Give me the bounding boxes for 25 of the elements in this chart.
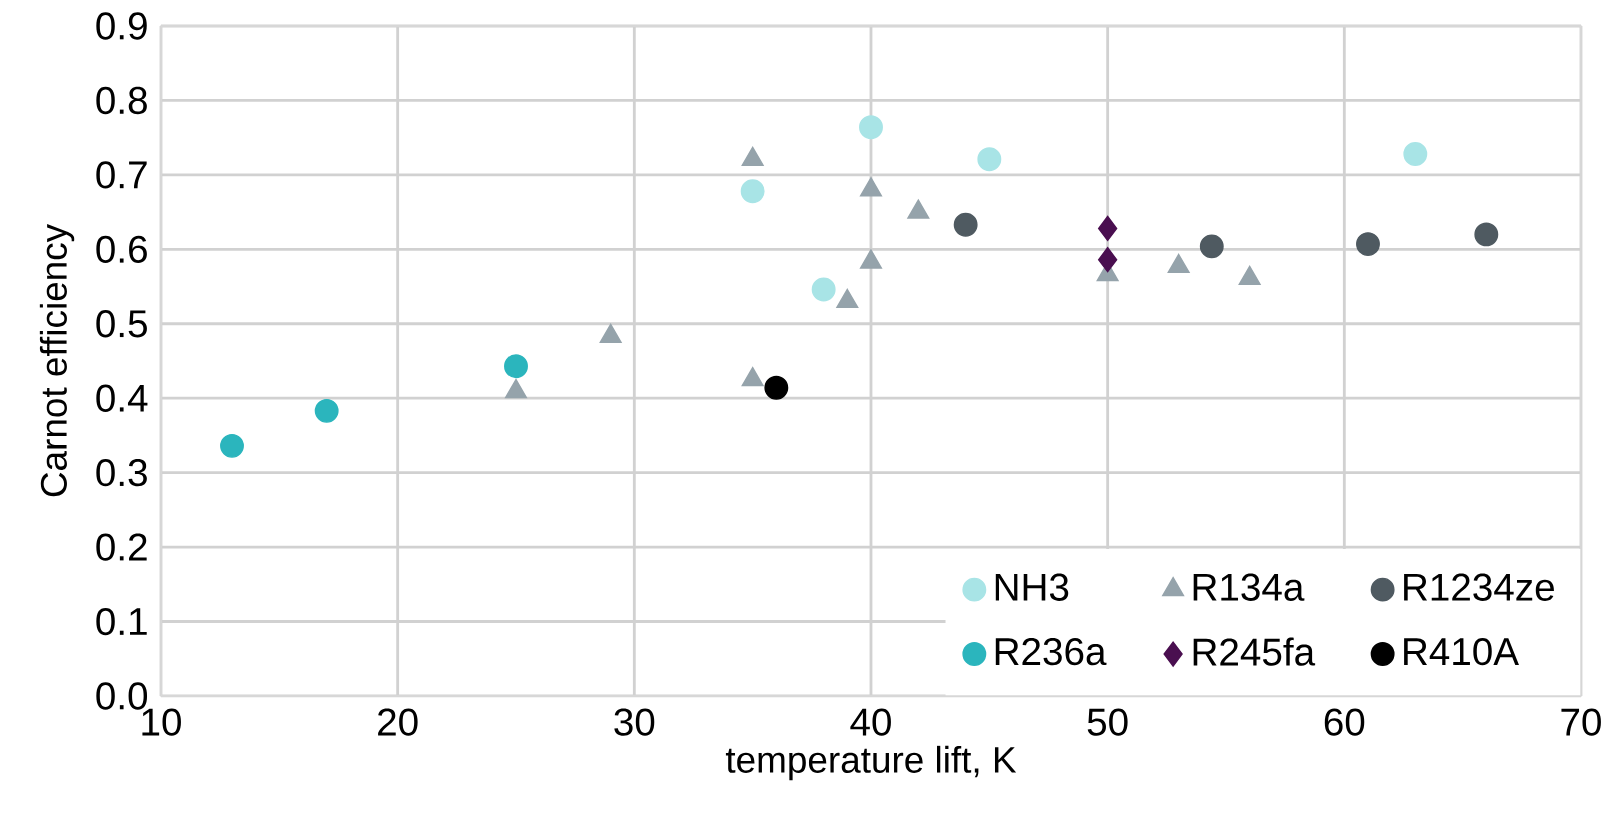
x-tick-label: 70 bbox=[1561, 708, 1601, 736]
legend-label: R236a bbox=[995, 637, 1107, 666]
y-tick-label: 0.6 bbox=[96, 235, 147, 264]
x-tick-label: 30 bbox=[614, 708, 655, 736]
y-tick-label: 0.8 bbox=[96, 86, 147, 115]
y-axis-title: Carnot efficiency bbox=[39, 224, 75, 497]
legend-label: R410A bbox=[1404, 637, 1519, 666]
y-tick-label: 0.3 bbox=[96, 459, 147, 487]
x-tick-label: 40 bbox=[850, 708, 891, 736]
y-tick-label: 0.1 bbox=[96, 607, 147, 636]
y-tick-label: 0.5 bbox=[96, 310, 147, 338]
x-tick-label: 10 bbox=[142, 708, 181, 736]
legend-label: R1234ze bbox=[1404, 573, 1554, 601]
legend-label: NH3 bbox=[995, 573, 1069, 601]
y-tick-label: 0.2 bbox=[96, 533, 147, 561]
x-tick-label: 20 bbox=[378, 708, 418, 736]
y-tick-label: 0.4 bbox=[96, 384, 148, 412]
y-tick-label: 0.9 bbox=[96, 12, 147, 40]
y-tick-label: 0.7 bbox=[96, 161, 147, 189]
legend-label: R245fa bbox=[1193, 637, 1316, 666]
x-tick-label: 50 bbox=[1087, 708, 1128, 736]
legend-label: R134a bbox=[1193, 573, 1305, 601]
y-tick-label: 0.0 bbox=[96, 682, 148, 710]
x-tick-label: 60 bbox=[1324, 708, 1365, 736]
x-axis-title: temperature lift, K bbox=[725, 745, 1017, 781]
